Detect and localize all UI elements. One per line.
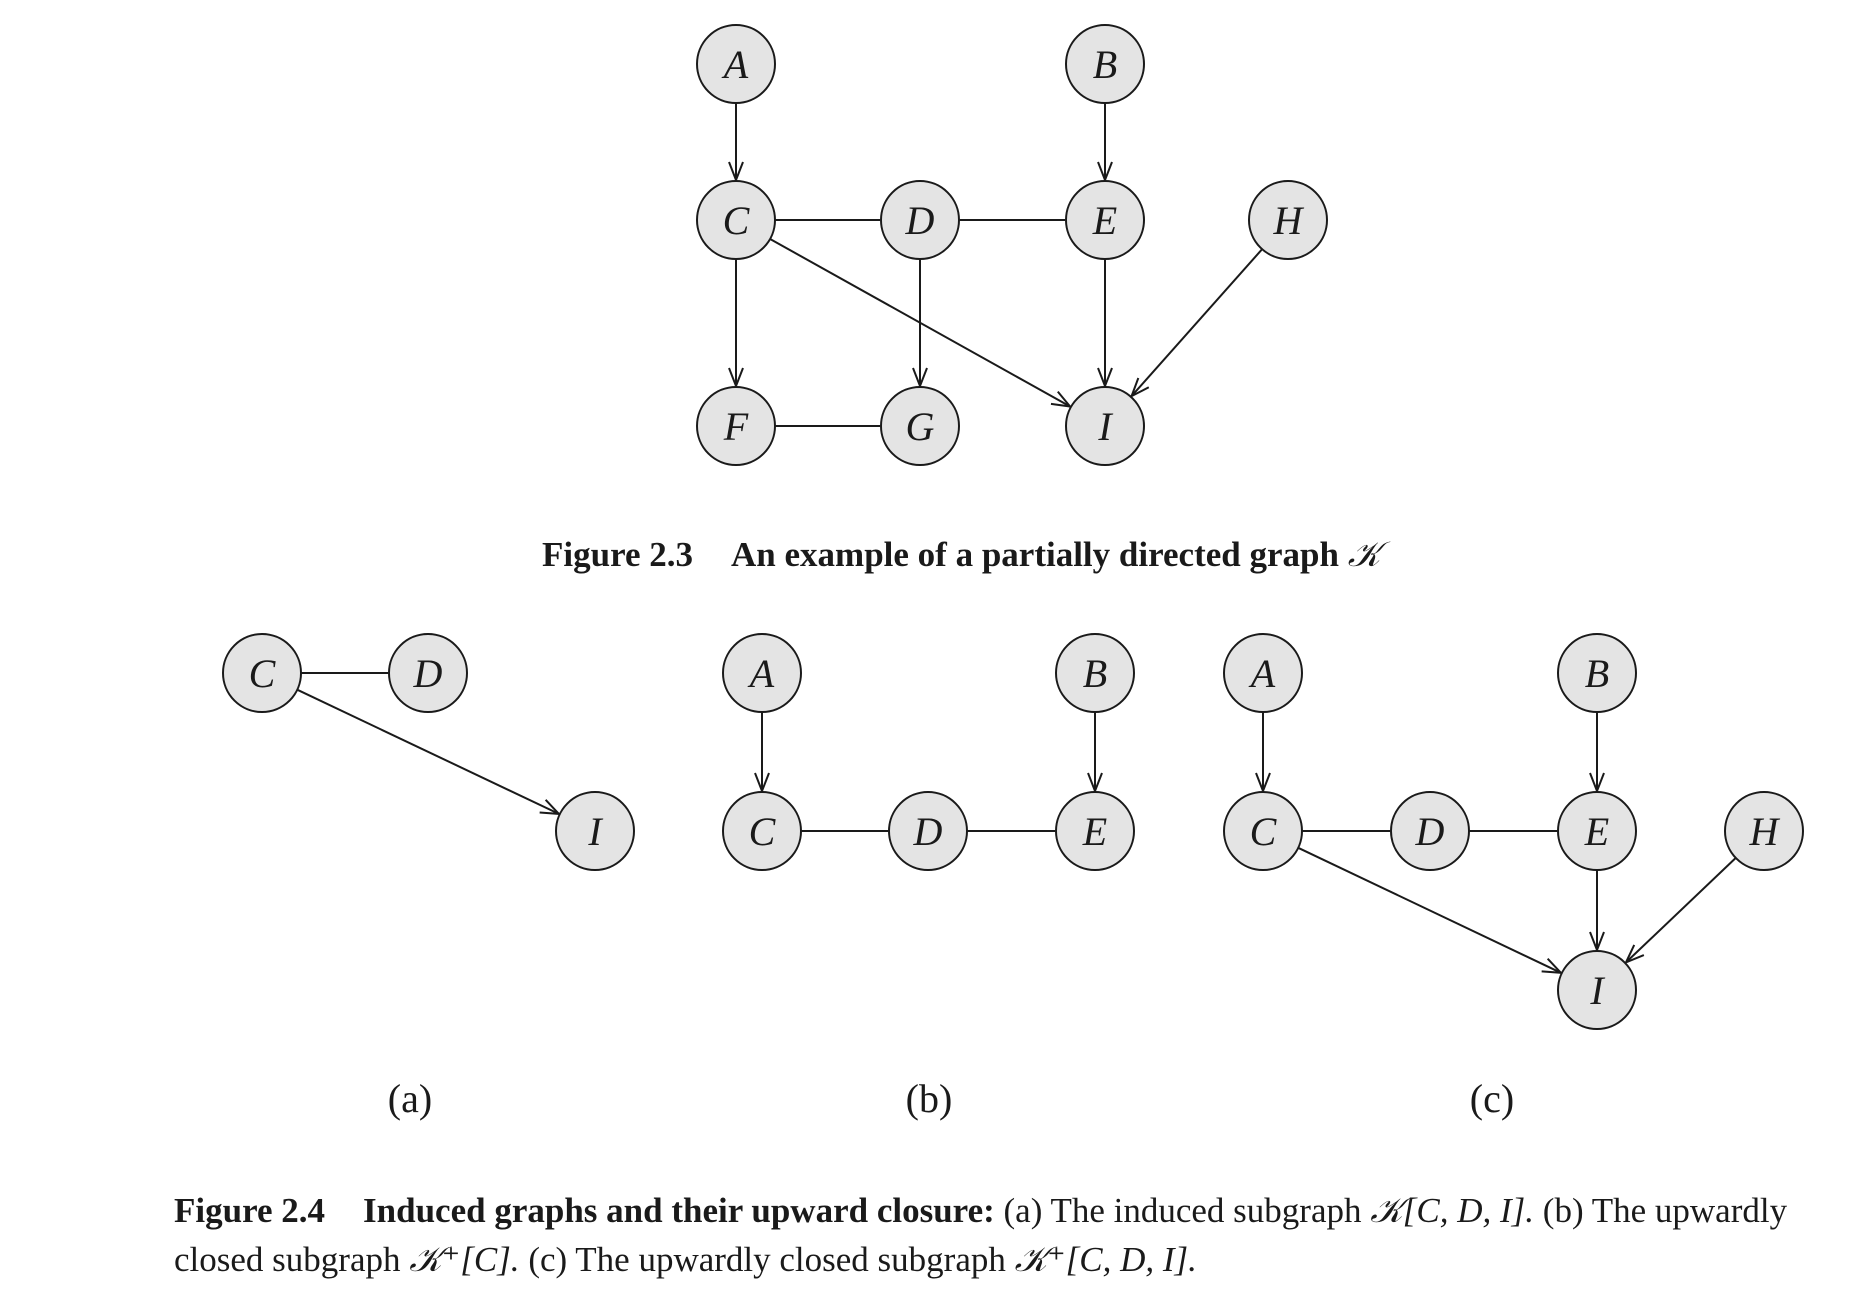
- fig24c-node-e: E: [1557, 791, 1637, 871]
- figure-2-4-caption-math-c: 𝒦⁺[C, D, I].: [1014, 1240, 1197, 1279]
- fig24a-node-i: I: [555, 791, 635, 871]
- fig23-node-h: H: [1248, 180, 1328, 260]
- subfigure-label-b: (b): [906, 1076, 953, 1121]
- fig23-node-circle-b: [1065, 24, 1145, 104]
- fig24b-node-label-a: A: [747, 651, 775, 696]
- fig23-node-label-a: A: [721, 42, 749, 87]
- fig23-node-label-c: C: [723, 198, 751, 243]
- fig24a-node-circle-i: [555, 791, 635, 871]
- fig24c-edge-h-i: [1626, 857, 1737, 963]
- fig23-node-label-d: D: [905, 198, 935, 243]
- figure-2-4-caption: Figure 2.4 Induced graphs and their upwar…: [174, 1186, 1854, 1284]
- figure-2-4a-graph: C D I: [222, 633, 635, 871]
- fig24c-node-circle-i: [1557, 950, 1637, 1030]
- fig24b-node-circle-d: [888, 791, 968, 871]
- fig24c-node-label-a: A: [1248, 651, 1276, 696]
- fig24c-node-circle-a: [1223, 633, 1303, 713]
- figure-2-4-caption-part-c: (c) The upwardly closed subgraph: [528, 1240, 1006, 1279]
- fig24a-node-circle-d: [388, 633, 468, 713]
- fig23-node-i: I: [1065, 386, 1145, 466]
- figure-2-3-caption-symbol: 𝒦: [1347, 535, 1381, 574]
- fig24b-node-circle-e: [1055, 791, 1135, 871]
- fig24c-node-i: I: [1557, 950, 1637, 1030]
- fig24a-node-circle-c: [222, 633, 302, 713]
- fig23-node-c: C: [696, 180, 776, 260]
- figure-2-3-number: Figure 2.3: [542, 535, 694, 574]
- fig23-node-circle-i: [1065, 386, 1145, 466]
- fig24c-node-circle-b: [1557, 633, 1637, 713]
- fig24c-node-label-c: C: [1250, 809, 1278, 854]
- fig24b-node-circle-b: [1055, 633, 1135, 713]
- figure-2-4b-graph: A B C D E: [722, 633, 1135, 871]
- fig24b-node-e: E: [1055, 791, 1135, 871]
- fig24a-edge-c-i: [296, 688, 559, 814]
- fig24a-node-label-i: I: [587, 809, 603, 854]
- fig24a-node-d: D: [388, 633, 468, 713]
- fig24b-node-label-b: B: [1083, 651, 1107, 696]
- fig23-node-g: G: [880, 386, 960, 466]
- fig24c-node-label-d: D: [1415, 809, 1445, 854]
- figure-2-4-caption-math-b: 𝒦⁺[C].: [409, 1240, 520, 1279]
- fig24b-node-circle-c: [722, 791, 802, 871]
- fig24c-node-circle-d: [1390, 791, 1470, 871]
- fig23-node-a: A: [696, 24, 776, 104]
- fig23-node-label-b: B: [1093, 42, 1117, 87]
- fig23-node-f: F: [696, 386, 776, 466]
- fig24b-node-label-c: C: [749, 809, 777, 854]
- figure-2-4-caption-title: Induced graphs and their upward closure:: [363, 1191, 995, 1230]
- figure-2-4c-graph: A B C D E H I: [1223, 633, 1804, 1030]
- fig24c-node-label-b: B: [1585, 651, 1609, 696]
- fig23-node-label-g: G: [906, 404, 935, 449]
- fig24b-node-c: C: [722, 791, 802, 871]
- fig24b-node-b: B: [1055, 633, 1135, 713]
- figure-2-4-caption-part-b: (b) The upwardly closed subgraph: [174, 1191, 1788, 1279]
- fig23-node-circle-f: [696, 386, 776, 466]
- fig24b-node-label-d: D: [913, 809, 943, 854]
- subfigure-label-a: (a): [388, 1076, 432, 1121]
- fig24b-node-d: D: [888, 791, 968, 871]
- fig24a-node-label-d: D: [413, 651, 443, 696]
- fig23-node-e: E: [1065, 180, 1145, 260]
- figure-2-3-caption-text: An example of a partially directed graph: [731, 535, 1339, 574]
- fig24b-node-label-e: E: [1082, 809, 1107, 854]
- fig24c-node-circle-e: [1557, 791, 1637, 871]
- fig23-edge-h-i: [1132, 248, 1263, 396]
- fig23-node-circle-c: [696, 180, 776, 260]
- figure-2-4-number: Figure 2.4: [174, 1191, 326, 1230]
- fig24c-node-d: D: [1390, 791, 1470, 871]
- fig23-node-circle-g: [880, 386, 960, 466]
- fig24c-edge-c-i: [1297, 846, 1561, 973]
- fig23-node-label-i: I: [1097, 404, 1113, 449]
- fig23-node-circle-a: [696, 24, 776, 104]
- fig24c-node-circle-h: [1724, 791, 1804, 871]
- fig24c-node-label-i: I: [1589, 968, 1605, 1013]
- fig24b-node-a: A: [722, 633, 802, 713]
- fig24c-node-b: B: [1557, 633, 1637, 713]
- fig23-node-label-f: F: [723, 404, 749, 449]
- fig23-node-circle-h: [1248, 180, 1328, 260]
- fig23-node-b: B: [1065, 24, 1145, 104]
- figure-2-4-caption-math-a: 𝒦[C, D, I].: [1370, 1191, 1535, 1230]
- fig23-node-d: D: [880, 180, 960, 260]
- fig23-node-circle-e: [1065, 180, 1145, 260]
- fig24c-node-a: A: [1223, 633, 1303, 713]
- subfigure-label-c: (c): [1470, 1076, 1514, 1121]
- fig23-node-label-h: H: [1273, 198, 1305, 243]
- fig24c-node-h: H: [1724, 791, 1804, 871]
- figure-2-3-graph: A B C D E H F G I: [696, 24, 1328, 466]
- fig23-node-circle-d: [880, 180, 960, 260]
- fig24a-node-c: C: [222, 633, 302, 713]
- figure-2-4-caption-part-a: (a) The induced subgraph: [1003, 1191, 1362, 1230]
- fig23-node-label-e: E: [1092, 198, 1117, 243]
- fig24a-node-label-c: C: [249, 651, 277, 696]
- fig24c-node-label-e: E: [1584, 809, 1609, 854]
- fig23-edge-c-i: [769, 238, 1070, 407]
- fig24b-node-circle-a: [722, 633, 802, 713]
- fig24c-node-c: C: [1223, 791, 1303, 871]
- fig24c-node-label-h: H: [1749, 809, 1781, 854]
- figure-2-3-caption: Figure 2.3 An example of a partially dire…: [542, 530, 1380, 579]
- fig24c-node-circle-c: [1223, 791, 1303, 871]
